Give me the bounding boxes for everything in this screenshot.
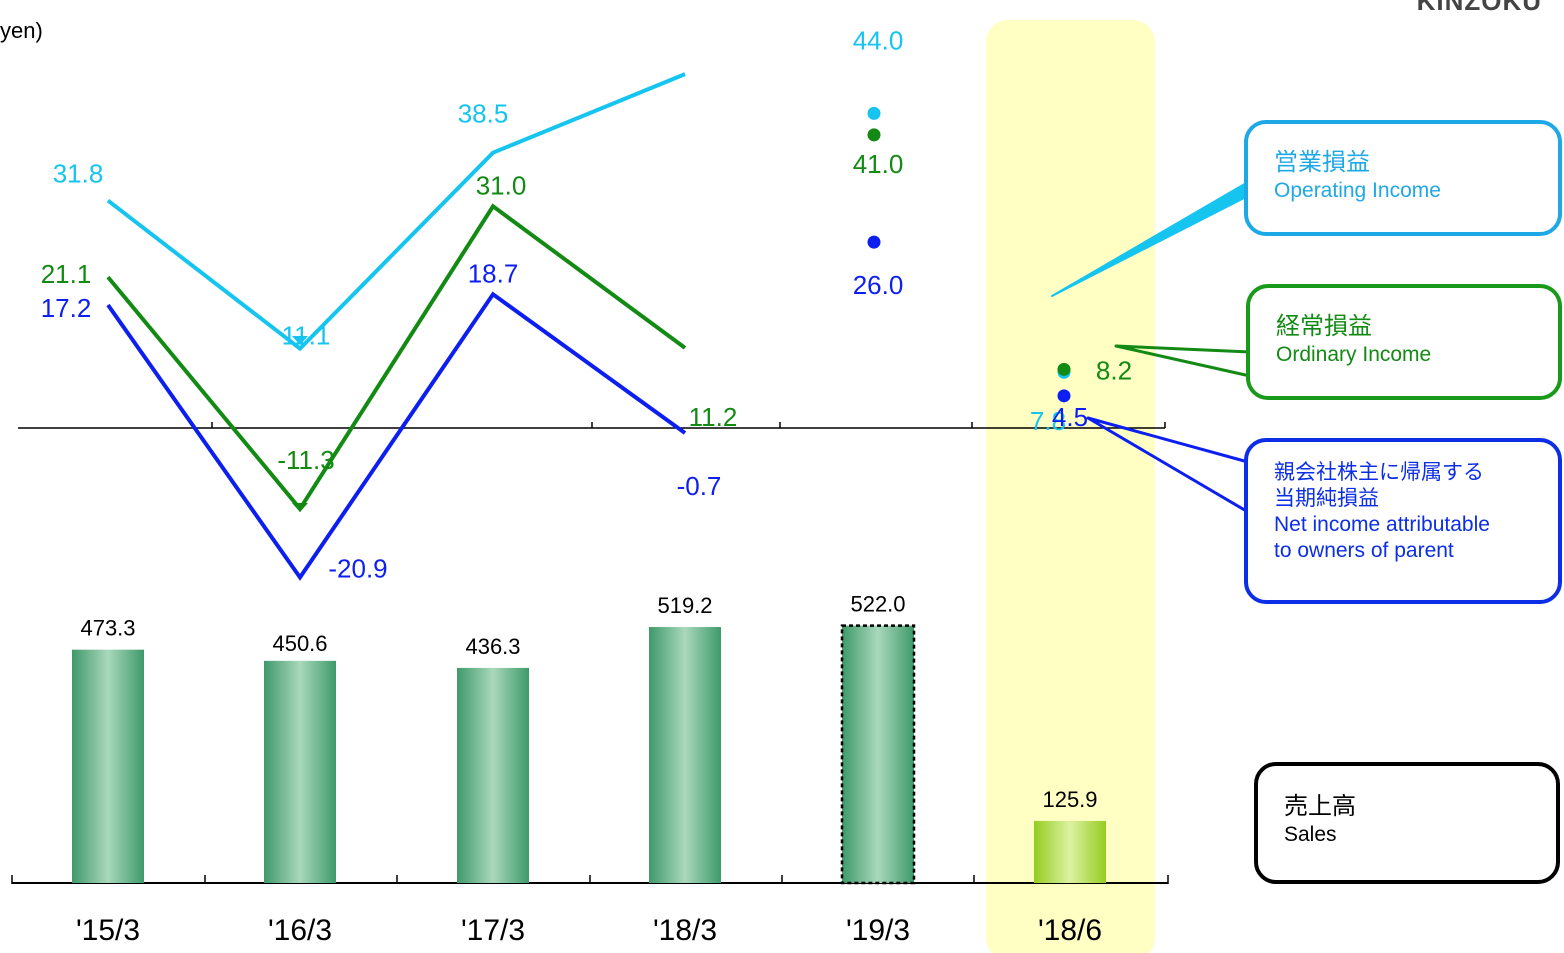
legend-sales: 売上高 Sales: [1254, 762, 1560, 884]
line-net: [106, 291, 687, 581]
legend-operating-jp: 営業損益: [1274, 149, 1370, 176]
point-net: [1057, 389, 1071, 403]
value-label-net: -0.7: [677, 471, 722, 501]
legend-operating-en: Operating Income: [1274, 179, 1441, 202]
value-label-ordinary: 31.0: [476, 170, 527, 200]
x-tick-label: '18/6: [1038, 914, 1102, 947]
marker-operating: [292, 336, 308, 345]
sales-bar: [649, 627, 721, 883]
x-tick-label: '18/3: [653, 914, 717, 947]
value-label-net: 26.0: [853, 270, 904, 300]
legend-ordinary-income: 経常損益 Ordinary Income: [1246, 284, 1562, 400]
point-ordinary: [1057, 362, 1071, 376]
sales-bar: [1034, 820, 1106, 883]
value-label-net: 17.2: [41, 293, 92, 323]
x-tick-label: '15/3: [76, 914, 140, 947]
value-label-ordinary: 8.2: [1096, 355, 1132, 385]
sales-value-label: 436.3: [465, 634, 520, 659]
sales-bar: [264, 660, 336, 883]
value-label-ordinary: 21.1: [41, 259, 92, 289]
sales-value-label: 473.3: [80, 616, 135, 641]
sales-value-label: 522.0: [850, 592, 905, 617]
point-ordinary: [867, 128, 881, 142]
x-tick-label: '16/3: [268, 914, 332, 947]
point-operating: [867, 106, 881, 120]
sales-value-label: 450.6: [272, 631, 327, 656]
legend-sales-jp: 売上高: [1284, 793, 1356, 820]
sales-bar: [72, 649, 144, 883]
point-net: [867, 235, 881, 249]
x-tick-label: '19/3: [846, 914, 910, 947]
value-label-net: 18.7: [468, 258, 519, 288]
legend-net-en1: Net income attributable: [1274, 513, 1490, 536]
value-label-ordinary: 41.0: [853, 149, 904, 179]
value-label-operating: 38.5: [458, 99, 509, 129]
legend-net-jp2: 当期純損益: [1274, 487, 1379, 510]
value-label-operating: 44.0: [853, 25, 904, 55]
sales-value-label: 125.9: [1042, 787, 1097, 812]
line-ordinary: [106, 203, 687, 513]
value-label-net: 4.5: [1052, 402, 1088, 432]
value-label-ordinary: 11.2: [689, 402, 738, 432]
legend-operating-income: 営業損益 Operating Income: [1244, 120, 1562, 236]
value-label-operating: 7.8: [1030, 406, 1066, 436]
sales-value-label: 519.2: [657, 593, 712, 618]
legend-ordinary-en: Ordinary Income: [1276, 343, 1432, 366]
value-label-operating: 31.8: [53, 159, 104, 189]
value-label-net: -20.9: [328, 553, 387, 583]
marker-ordinary: [292, 503, 308, 512]
sales-bar: [840, 624, 916, 885]
value-label-ordinary: -11.3: [277, 445, 334, 475]
legend-ordinary-jp: 経常損益: [1276, 313, 1372, 340]
highlight-band-18-6: [986, 20, 1155, 953]
legend-net-en2: to owners of parent: [1274, 539, 1454, 562]
x-tick-label: '17/3: [461, 914, 525, 947]
legend-net-jp1: 親会社株主に帰属する: [1274, 461, 1484, 484]
line-operating: [106, 72, 686, 352]
unit-label: yen): [0, 18, 43, 43]
legend-sales-en: Sales: [1284, 823, 1337, 846]
value-label-operating: 11.1: [282, 321, 331, 351]
sales-bar: [457, 667, 529, 883]
legend-net-income: 親会社株主に帰属する 当期純損益 Net income attributable…: [1244, 438, 1562, 604]
brand-logo-text: KINZOKU: [1416, 0, 1542, 16]
